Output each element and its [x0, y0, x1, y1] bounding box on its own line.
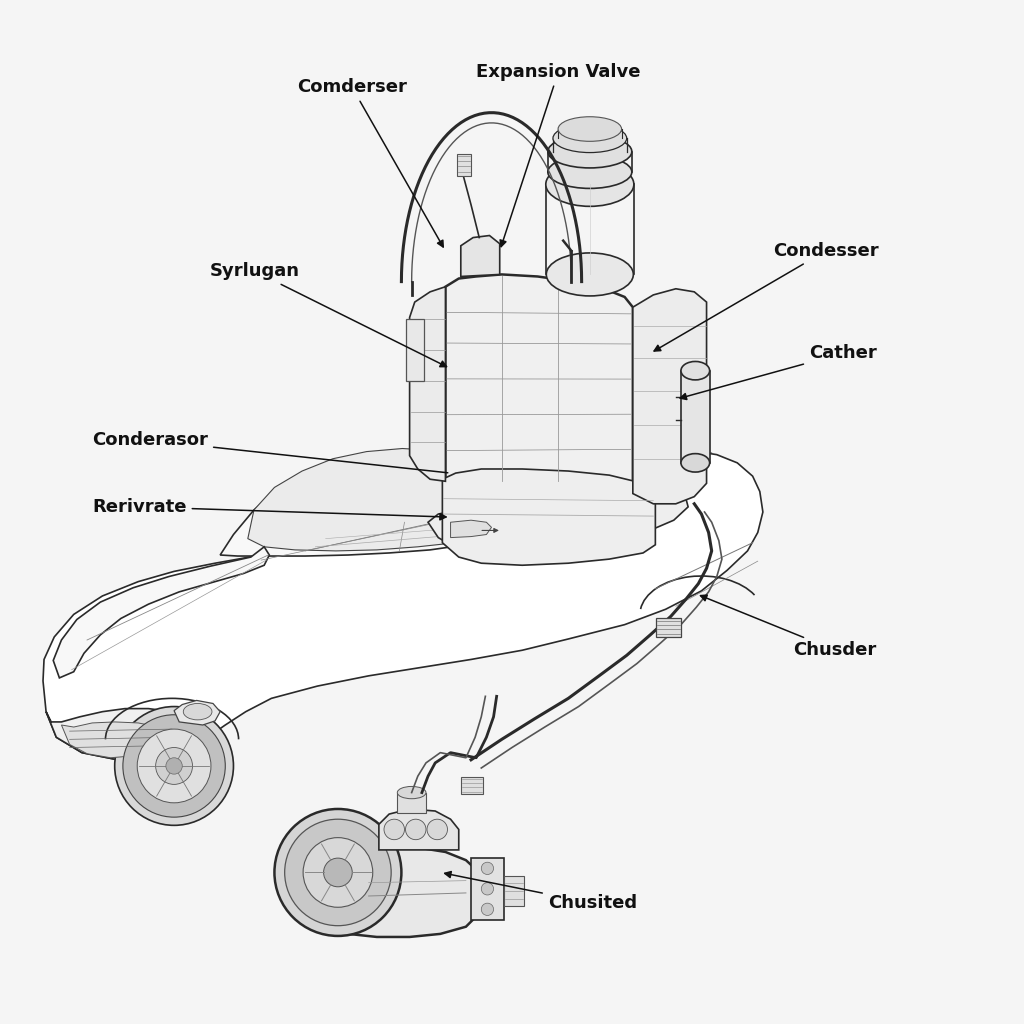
Text: Comderser: Comderser [297, 78, 443, 247]
Polygon shape [307, 848, 483, 937]
Circle shape [481, 883, 494, 895]
Ellipse shape [681, 361, 710, 380]
Polygon shape [442, 469, 655, 565]
Bar [457, 154, 471, 176]
Text: Chusited: Chusited [444, 871, 637, 912]
Circle shape [156, 748, 193, 784]
Polygon shape [248, 449, 539, 551]
Circle shape [303, 838, 373, 907]
Circle shape [427, 819, 447, 840]
Polygon shape [410, 287, 445, 481]
Circle shape [324, 858, 352, 887]
Polygon shape [174, 700, 220, 725]
Polygon shape [633, 289, 707, 504]
Text: Cather: Cather [680, 344, 877, 399]
Circle shape [137, 729, 211, 803]
Bar [406, 319, 424, 381]
Polygon shape [428, 481, 688, 555]
Ellipse shape [546, 163, 634, 207]
Circle shape [481, 862, 494, 874]
Polygon shape [46, 709, 207, 760]
Bar [656, 618, 681, 637]
Circle shape [115, 707, 233, 825]
Text: Syrlugan: Syrlugan [210, 262, 446, 367]
Polygon shape [461, 236, 500, 276]
Text: Chusder: Chusder [700, 595, 877, 659]
Polygon shape [43, 451, 763, 760]
Polygon shape [53, 547, 269, 678]
Bar [504, 876, 524, 906]
Bar [461, 777, 483, 794]
Ellipse shape [681, 454, 710, 472]
Circle shape [481, 903, 494, 915]
Bar [397, 793, 426, 813]
Ellipse shape [547, 253, 633, 296]
Ellipse shape [548, 135, 632, 168]
Polygon shape [220, 451, 548, 556]
Polygon shape [451, 520, 492, 538]
Polygon shape [61, 722, 174, 758]
Ellipse shape [553, 124, 627, 153]
Polygon shape [379, 809, 459, 850]
Ellipse shape [548, 156, 632, 188]
Text: Expansion Valve: Expansion Valve [476, 62, 641, 247]
Text: Rerivrate: Rerivrate [92, 498, 446, 520]
Text: Condesser: Condesser [654, 242, 879, 351]
Circle shape [166, 758, 182, 774]
Ellipse shape [397, 786, 426, 799]
Ellipse shape [558, 117, 622, 141]
Circle shape [123, 715, 225, 817]
Text: Conderasor: Conderasor [92, 431, 447, 473]
Polygon shape [445, 274, 633, 522]
Circle shape [285, 819, 391, 926]
Bar [471, 858, 504, 920]
Circle shape [274, 809, 401, 936]
Circle shape [406, 819, 426, 840]
Ellipse shape [183, 703, 212, 720]
Bar [681, 371, 710, 463]
Polygon shape [541, 493, 565, 507]
Circle shape [384, 819, 404, 840]
